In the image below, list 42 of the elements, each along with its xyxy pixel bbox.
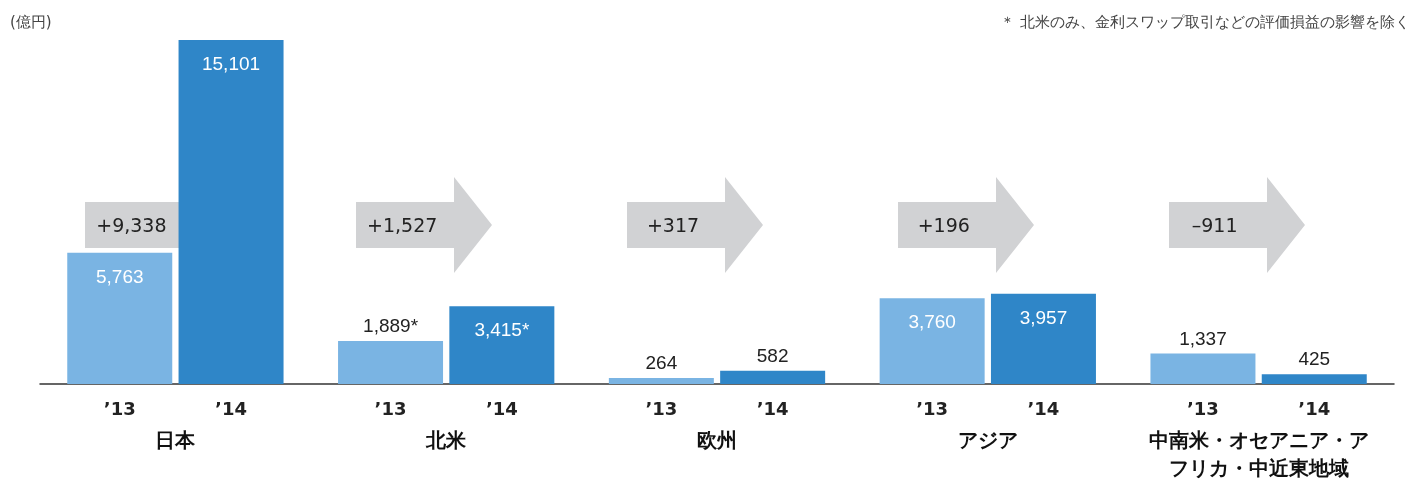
data-label: 3,760 bbox=[908, 311, 956, 333]
text: ＊ 北米のみ、金利スワップ取引などの評価損益の影響を除く bbox=[1000, 12, 1410, 32]
bar bbox=[720, 370, 826, 384]
text: ’13 bbox=[1186, 397, 1219, 419]
data-label: 1,889* bbox=[363, 314, 419, 336]
text: ’14 bbox=[1298, 397, 1331, 419]
data-label: 264 bbox=[645, 351, 678, 373]
x-tick-label: 中南米・オセアニア・アフリカ・中近東地域 bbox=[1148, 429, 1369, 479]
series-label: ’13 bbox=[103, 397, 136, 419]
bar bbox=[1261, 374, 1367, 384]
annotation: –911 bbox=[1191, 214, 1238, 236]
bar bbox=[608, 377, 714, 384]
annotation: +317 bbox=[646, 214, 700, 236]
y-axis-title: (億円) bbox=[10, 12, 52, 32]
annotation: +196 bbox=[917, 214, 970, 236]
data-label: 425 bbox=[1298, 348, 1331, 370]
data-label: 582 bbox=[756, 344, 789, 366]
annotation: +1,527 bbox=[367, 214, 438, 236]
x-tick-label: 日本 bbox=[155, 429, 197, 451]
series-label: ’14 bbox=[215, 397, 247, 419]
x-tick-label: 北米 bbox=[425, 429, 468, 451]
bar bbox=[67, 252, 173, 384]
bar bbox=[449, 306, 555, 384]
text: ’13 bbox=[916, 397, 949, 419]
text: ’13 bbox=[374, 397, 407, 419]
data-label: 1,337 bbox=[1179, 327, 1227, 349]
data-label: 5,763 bbox=[95, 265, 144, 287]
bar bbox=[178, 40, 284, 384]
text: ’14 bbox=[1027, 397, 1060, 419]
bar bbox=[879, 298, 985, 384]
text: ’14 bbox=[756, 397, 789, 419]
text: ’14 bbox=[485, 397, 518, 419]
bar bbox=[338, 340, 444, 384]
x-tick-label: 欧州 bbox=[697, 429, 737, 451]
data-label: 15,101 bbox=[201, 53, 261, 74]
data-label: 3,957 bbox=[1019, 306, 1068, 328]
bar bbox=[1150, 353, 1256, 384]
text: ’13 bbox=[645, 397, 678, 419]
data-label: 3,415* bbox=[474, 319, 530, 341]
annotation: +9,338 bbox=[96, 214, 167, 236]
bar bbox=[990, 293, 1096, 384]
x-tick-label: アジア bbox=[957, 429, 1018, 451]
